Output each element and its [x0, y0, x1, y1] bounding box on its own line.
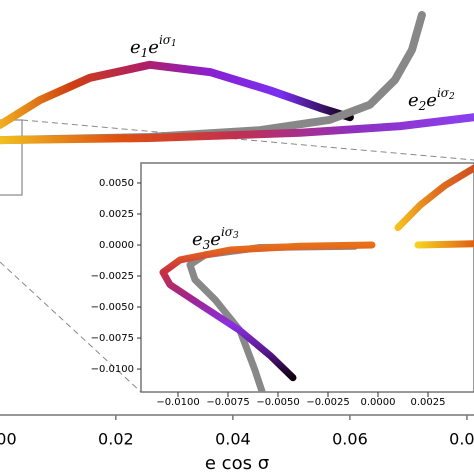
x-tick-label: −0.0100 [156, 397, 199, 408]
x-tick-label: 0.0025 [411, 397, 446, 408]
series-line [0, 11, 426, 145]
x-tick-label: 0.06 [332, 430, 368, 449]
series-line [159, 241, 376, 382]
label-phase-index: 3 [233, 231, 239, 241]
series-label: e3eiσ3 [192, 225, 239, 252]
y-tick-label: −0.0025 [91, 271, 134, 282]
zoom-connector [21, 119, 474, 161]
x-tick-label: −0.0025 [306, 397, 349, 408]
y-tick-label: −0.0075 [91, 333, 134, 344]
label-index: 2 [418, 99, 427, 113]
x-tick-label: 0.0000 [361, 397, 396, 408]
x-axis-label: e cos σ [205, 453, 269, 474]
series-label: e1eiσ1 [130, 33, 177, 60]
label-phase: iσ [159, 33, 172, 47]
x-tick-label: 0.02 [98, 430, 134, 449]
y-tick-label: −0.0100 [91, 364, 134, 375]
x-tick-label: −0.0050 [256, 397, 299, 408]
label-index: 3 [203, 238, 211, 252]
zoom-box [0, 119, 23, 196]
series-line [414, 240, 474, 249]
x-tick-label: 0.00 [0, 430, 17, 449]
zoom-connector [0, 261, 142, 393]
label-base: e [130, 37, 141, 58]
label-index: 1 [141, 46, 149, 60]
label-base: e [148, 37, 159, 58]
label-phase: iσ [221, 225, 234, 239]
y-tick-label: 0.0025 [99, 209, 134, 220]
x-tick-label: 0.08 [449, 430, 474, 449]
series-line [394, 164, 474, 232]
inset-plot: −0.0100 −0.0075 −0.0050 −0.0025 0.0000 0.0025… [91, 164, 474, 408]
label-base: e [192, 229, 203, 250]
series-line [0, 60, 354, 129]
label-base: e [426, 90, 437, 111]
x-tick-label: 0.04 [215, 430, 251, 449]
label-phase-index: 2 [448, 92, 455, 102]
label-base: e [210, 229, 221, 250]
y-tick-label: 0.0000 [99, 240, 134, 251]
series-line [0, 113, 474, 145]
label-phase: iσ [437, 86, 450, 100]
y-tick-label: 0.0050 [99, 178, 134, 189]
x-tick-label: −0.0075 [206, 397, 249, 408]
label-phase-index: 1 [171, 39, 177, 49]
y-tick-label: −0.0050 [91, 302, 134, 313]
series-label: e2eiσ2 [408, 86, 455, 113]
label-base: e [408, 90, 419, 111]
